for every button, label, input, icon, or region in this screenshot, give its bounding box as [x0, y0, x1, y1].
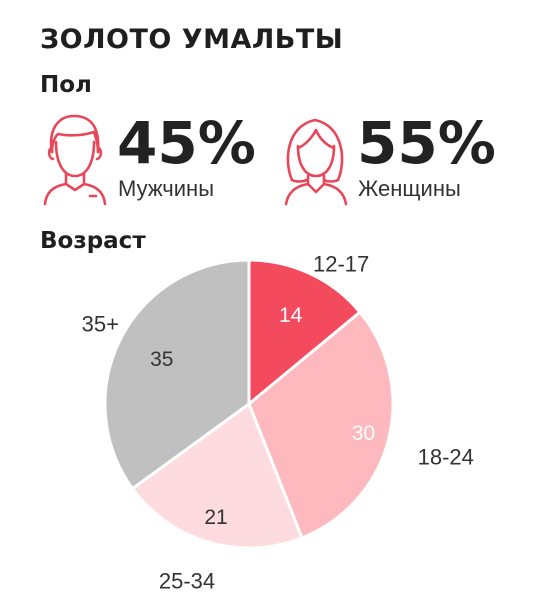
pie-category-label-18-24: 18-24: [418, 444, 474, 469]
female-person-icon: [284, 118, 348, 206]
pie-value-label-25-34: 21: [204, 506, 227, 529]
pie-value-label-35: 35: [150, 348, 173, 371]
pie-slice-25-34: [131, 402, 304, 550]
pie-slice-18-24: [247, 310, 395, 540]
pie-value-label-12-17: 14: [279, 304, 303, 327]
male-stat: 45% Мужчины: [40, 112, 270, 207]
gender-section-label: Пол: [40, 72, 92, 98]
page-title: ЗОЛОТО УМАЛЬТЫ: [40, 24, 344, 55]
pie-category-label-12-17: 12-17: [313, 252, 369, 277]
female-percent: 55%: [357, 109, 496, 177]
female-label: Женщины: [358, 176, 461, 201]
age-section-label: Возраст: [40, 228, 146, 254]
female-stat: 55% Женщины: [280, 112, 520, 207]
male-label: Мужчины: [118, 176, 215, 201]
pie-value-label-18-24: 30: [352, 422, 375, 445]
male-person-icon: [43, 114, 107, 206]
pie-category-label-35: 35+: [82, 312, 119, 337]
pie-slice-12-17: [247, 258, 362, 406]
pie-category-label-25-34: 25-34: [159, 569, 215, 594]
male-percent: 45%: [117, 109, 256, 177]
pie-slice-35: [103, 258, 251, 491]
